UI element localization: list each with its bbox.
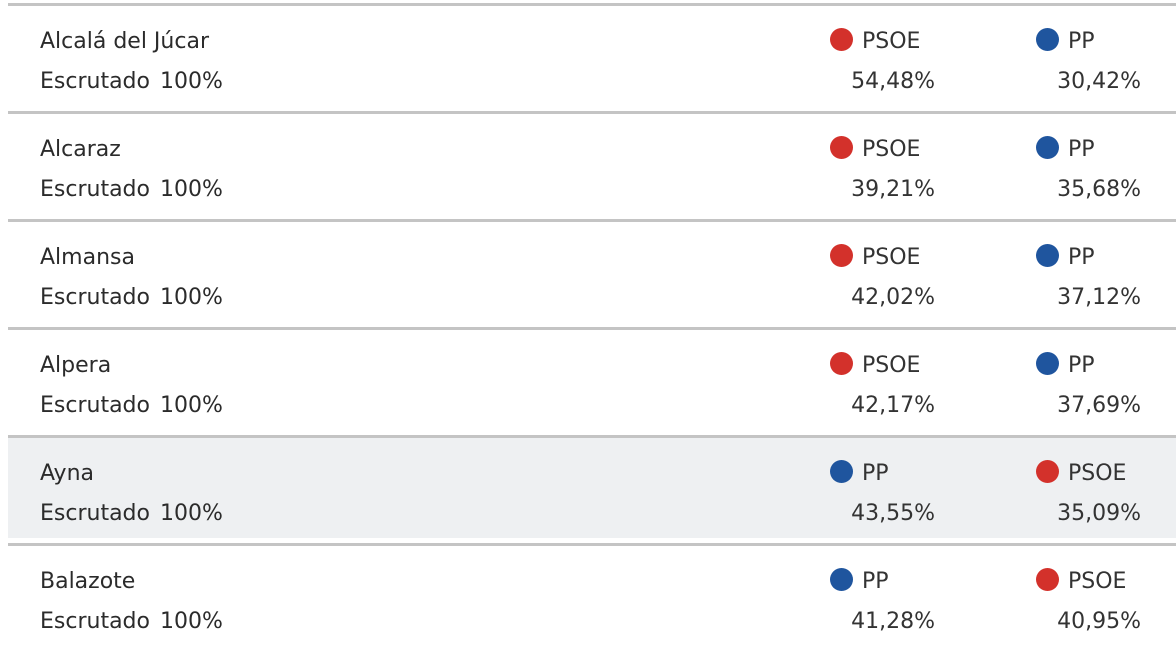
scrutiny-status: Escrutado 100%: [40, 392, 223, 420]
first-party-name: PP: [862, 569, 889, 594]
municipality-row-alpera[interactable]: Alpera Escrutado 100% PSOE PP 42,17% 37,6…: [8, 327, 1176, 430]
party-color-dot-icon: [1036, 28, 1059, 51]
party-color-dot-icon: [830, 244, 853, 267]
first-party-percent: 39,21%: [851, 177, 935, 202]
second-party-name: PSOE: [1068, 461, 1127, 486]
second-party-percent: 35,09%: [1057, 501, 1141, 526]
second-party-percent: 37,69%: [1057, 393, 1141, 418]
scrutiny-label: Escrutado: [40, 393, 150, 418]
party-color-dot-icon: [830, 460, 853, 483]
first-party-percent: 42,17%: [851, 393, 935, 418]
first-party: PSOE: [830, 352, 920, 380]
scrutiny-status: Escrutado 100%: [40, 608, 223, 636]
municipality-name: Ayna: [40, 461, 95, 486]
municipality-name: Alpera: [40, 353, 112, 378]
scrutiny-status: Escrutado 100%: [40, 284, 223, 312]
municipality-row-balazote[interactable]: Balazote Escrutado 100% PP PSOE 41,28% 40…: [8, 543, 1176, 646]
scrutiny-percent: 100%: [159, 69, 223, 94]
first-party-percent: 43,55%: [851, 501, 935, 526]
party-color-dot-icon: [1036, 136, 1059, 159]
municipality-name: Alcaraz: [40, 137, 121, 162]
party-color-dot-icon: [830, 28, 853, 51]
second-party-percent: 37,12%: [1057, 285, 1141, 310]
scrutiny-label: Escrutado: [40, 69, 150, 94]
party-color-dot-icon: [1036, 568, 1059, 591]
scrutiny-percent: 100%: [159, 393, 223, 418]
scrutiny-label: Escrutado: [40, 609, 150, 634]
first-party: PSOE: [830, 136, 920, 164]
first-party-percent: 54,48%: [851, 69, 935, 94]
party-color-dot-icon: [1036, 352, 1059, 375]
scrutiny-percent: 100%: [159, 177, 223, 202]
party-color-dot-icon: [1036, 244, 1059, 267]
second-party: PSOE: [1036, 568, 1126, 596]
scrutiny-status: Escrutado 100%: [40, 176, 223, 204]
second-party-name: PSOE: [1068, 569, 1127, 594]
party-color-dot-icon: [1036, 460, 1059, 483]
second-party-percent: 40,95%: [1057, 609, 1141, 634]
second-party: PP: [1036, 244, 1095, 272]
second-party-percent: 30,42%: [1057, 69, 1141, 94]
scrutiny-status: Escrutado 100%: [40, 68, 223, 96]
municipality-row-alcaraz[interactable]: Alcaraz Escrutado 100% PSOE PP 39,21% 35,…: [8, 111, 1176, 214]
municipality-name: Almansa: [40, 245, 135, 270]
scrutiny-label: Escrutado: [40, 177, 150, 202]
municipality-row-almansa[interactable]: Almansa Escrutado 100% PSOE PP 42,02% 37,…: [8, 219, 1176, 322]
scrutiny-percent: 100%: [159, 285, 223, 310]
first-party-name: PSOE: [862, 353, 921, 378]
second-party-name: PP: [1068, 137, 1095, 162]
first-party: PP: [830, 568, 889, 596]
party-color-dot-icon: [830, 136, 853, 159]
scrutiny-label: Escrutado: [40, 285, 150, 310]
scrutiny-label: Escrutado: [40, 501, 150, 526]
first-party-name: PSOE: [862, 29, 921, 54]
first-party-percent: 42,02%: [851, 285, 935, 310]
second-party: PSOE: [1036, 460, 1126, 488]
first-party-name: PP: [862, 461, 889, 486]
scrutiny-percent: 100%: [159, 501, 223, 526]
first-party-name: PSOE: [862, 245, 921, 270]
first-party-name: PSOE: [862, 137, 921, 162]
second-party-name: PP: [1068, 245, 1095, 270]
scrutiny-percent: 100%: [159, 609, 223, 634]
second-party: PP: [1036, 136, 1095, 164]
municipality-name: Alcalá del Júcar: [40, 29, 209, 54]
second-party: PP: [1036, 352, 1095, 380]
second-party-name: PP: [1068, 353, 1095, 378]
second-party-percent: 35,68%: [1057, 177, 1141, 202]
first-party: PP: [830, 460, 889, 488]
municipality-name: Balazote: [40, 569, 136, 594]
scrutiny-status: Escrutado 100%: [40, 500, 223, 528]
second-party-name: PP: [1068, 29, 1095, 54]
first-party-percent: 41,28%: [851, 609, 935, 634]
municipality-row-alcala-del-jucar[interactable]: Alcalá del Júcar Escrutado 100% PSOE PP 5…: [8, 3, 1176, 106]
second-party: PP: [1036, 28, 1095, 56]
municipality-row-ayna[interactable]: Ayna Escrutado 100% PP PSOE 43,55% 35,09%: [8, 435, 1176, 538]
party-color-dot-icon: [830, 568, 853, 591]
first-party: PSOE: [830, 28, 920, 56]
party-color-dot-icon: [830, 352, 853, 375]
first-party: PSOE: [830, 244, 920, 272]
